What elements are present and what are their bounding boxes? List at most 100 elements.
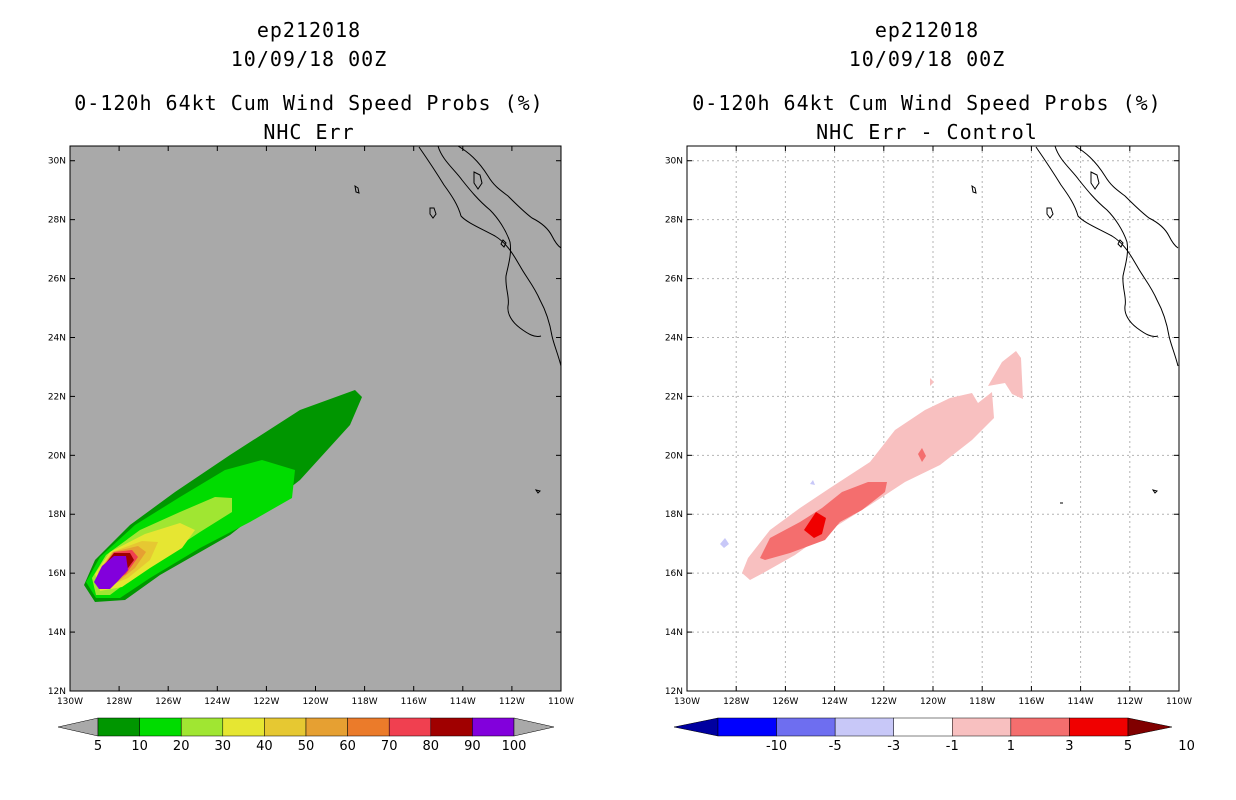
colorbar-level-label: 50 [298,739,315,754]
left-x-tick-label: 130W [57,697,83,707]
colorbar-above-arrow [513,717,555,737]
left-x-tick-label: 126W [155,697,181,707]
colorbar-level-label: 5 [1124,739,1132,754]
contour-100 [94,556,128,589]
colorbar-level-label: -1 [946,739,959,754]
right-y-tick-label: 12N [665,687,683,697]
right-y-tick-label: 22N [665,392,683,402]
right-x-axis: 130W 128W 126W 124W 122W 120W 118W 116W 114W 112W… [674,146,1192,707]
right-x-tick-label: 126W [772,697,798,707]
colorbar-level-label: 20 [173,739,190,754]
right-y-tick-label: 18N [665,510,683,520]
colorbar-level-label: 90 [464,739,481,754]
left-y-tick-label: 26N [48,275,66,285]
right-x-tick-label: 114W [1068,697,1094,707]
colorbar-swatch [472,717,515,737]
right-x-tick-label: 122W [871,697,897,707]
colorbar-swatch [180,717,224,737]
colorbar-swatch [952,717,1012,737]
right-y-tick-label: 30N [665,157,683,167]
left-x-tick-label: 120W [302,697,328,707]
left-colorbar: 5 10 20 30 40 50 60 70 80 90 100 [57,717,555,754]
left-x-tick-label: 118W [352,697,378,707]
left-x-axis: 130W 128W 126W 124W 122W 120W 118W 116W 114W 112W… [57,146,574,707]
right-grid [687,146,1179,691]
right-x-tick-label: 112W [1117,697,1143,707]
colorbar-below-arrow [57,717,99,737]
colorbar-swatch [717,717,777,737]
right-x-tick-label: 116W [1018,697,1044,707]
diff-1-tail [988,351,1023,399]
right-y-tick-label: 26N [665,275,683,285]
left-product-title: 0-120h 64kt Cum Wind Speed Probs (%) [74,91,544,115]
left-y-tick-label: 18N [48,510,66,520]
colorbar-above-arrow [1127,717,1173,737]
right-x-tick-label: 120W [920,697,946,707]
left-x-tick-label: 110W [548,697,574,707]
colorbar-swatch [430,717,473,737]
left-y-axis: 12N 14N 16N 18N 20N 22N 24N 26N 28N 30N [48,157,561,697]
colorbar-level-label: 5 [94,739,102,754]
diff-3-spot [918,448,926,462]
right-x-tick-label: 130W [674,697,700,707]
colorbar-swatch [305,717,348,737]
right-y-tick-label: 28N [665,216,683,226]
left-y-tick-label: 28N [48,216,66,226]
colorbar-level-label: 100 [502,739,527,754]
left-y-tick-label: 22N [48,392,66,402]
colorbar-level-label: 10 [1178,739,1195,754]
right-product-title: 0-120h 64kt Cum Wind Speed Probs (%) [692,91,1162,115]
left-x-tick-label: 128W [106,697,132,707]
left-x-tick-label: 114W [450,697,476,707]
colorbar-level-label: -10 [766,739,787,754]
right-y-tick-label: 20N [665,451,683,461]
left-subtitle: NHC Err [263,120,355,144]
right-x-tick-label: 128W [723,697,749,707]
diff-1-spot [930,378,934,386]
colorbar-swatch [834,717,894,737]
colorbar-swatch [347,717,390,737]
right-x-tick-label: 118W [969,697,995,707]
colorbar-level-label: -5 [829,739,842,754]
colorbar-level-label: 10 [131,739,148,754]
colorbar-level-label: -3 [887,739,900,754]
colorbar-swatch [893,717,953,737]
diff-neg-1-spot-2 [810,480,815,485]
left-map-panel: 130W 128W 126W 124W 122W 120W 118W 116W 114W 112W… [48,145,574,754]
right-difference-contours [720,146,1179,580]
colorbar-swatch [222,717,265,737]
colorbar-swatch [97,717,140,737]
colorbar-level-label: 70 [381,739,398,754]
left-y-tick-label: 14N [48,628,66,638]
left-y-tick-label: 24N [48,333,66,343]
right-colorbar: -10 -5 -3 -1 1 3 5 10 [673,717,1195,754]
right-y-tick-label: 14N [665,628,683,638]
colorbar-level-label: 3 [1065,739,1073,754]
right-x-tick-label: 124W [822,697,848,707]
right-storm-id: ep212018 [874,18,980,42]
colorbar-level-label: 1 [1007,739,1015,754]
right-y-tick-label: 24N [665,333,683,343]
left-y-tick-label: 16N [48,569,66,579]
colorbar-swatch [1069,717,1129,737]
right-map-panel: 130W 128W 126W 124W 122W 120W 118W 116W 114W 112W… [665,145,1195,754]
left-x-tick-label: 116W [401,697,427,707]
colorbar-level-label: 30 [215,739,232,754]
colorbar-below-arrow [673,717,719,737]
colorbar-swatch [139,717,182,737]
colorbar-swatch [388,717,432,737]
right-y-tick-label: 16N [665,569,683,579]
colorbar-swatch [1010,717,1070,737]
colorbar-level-label: 40 [256,739,273,754]
left-y-tick-label: 30N [48,157,66,167]
left-x-tick-label: 112W [499,697,525,707]
diff-5-peak [804,512,826,538]
colorbar-level-label: 60 [339,739,356,754]
diff-neg-1-spot [720,538,729,548]
right-date: 10/09/18 00Z [848,47,1006,71]
left-y-tick-label: 20N [48,451,66,461]
left-y-tick-label: 12N [48,687,66,697]
colorbar-swatch [264,717,307,737]
colorbar-swatch [776,717,836,737]
